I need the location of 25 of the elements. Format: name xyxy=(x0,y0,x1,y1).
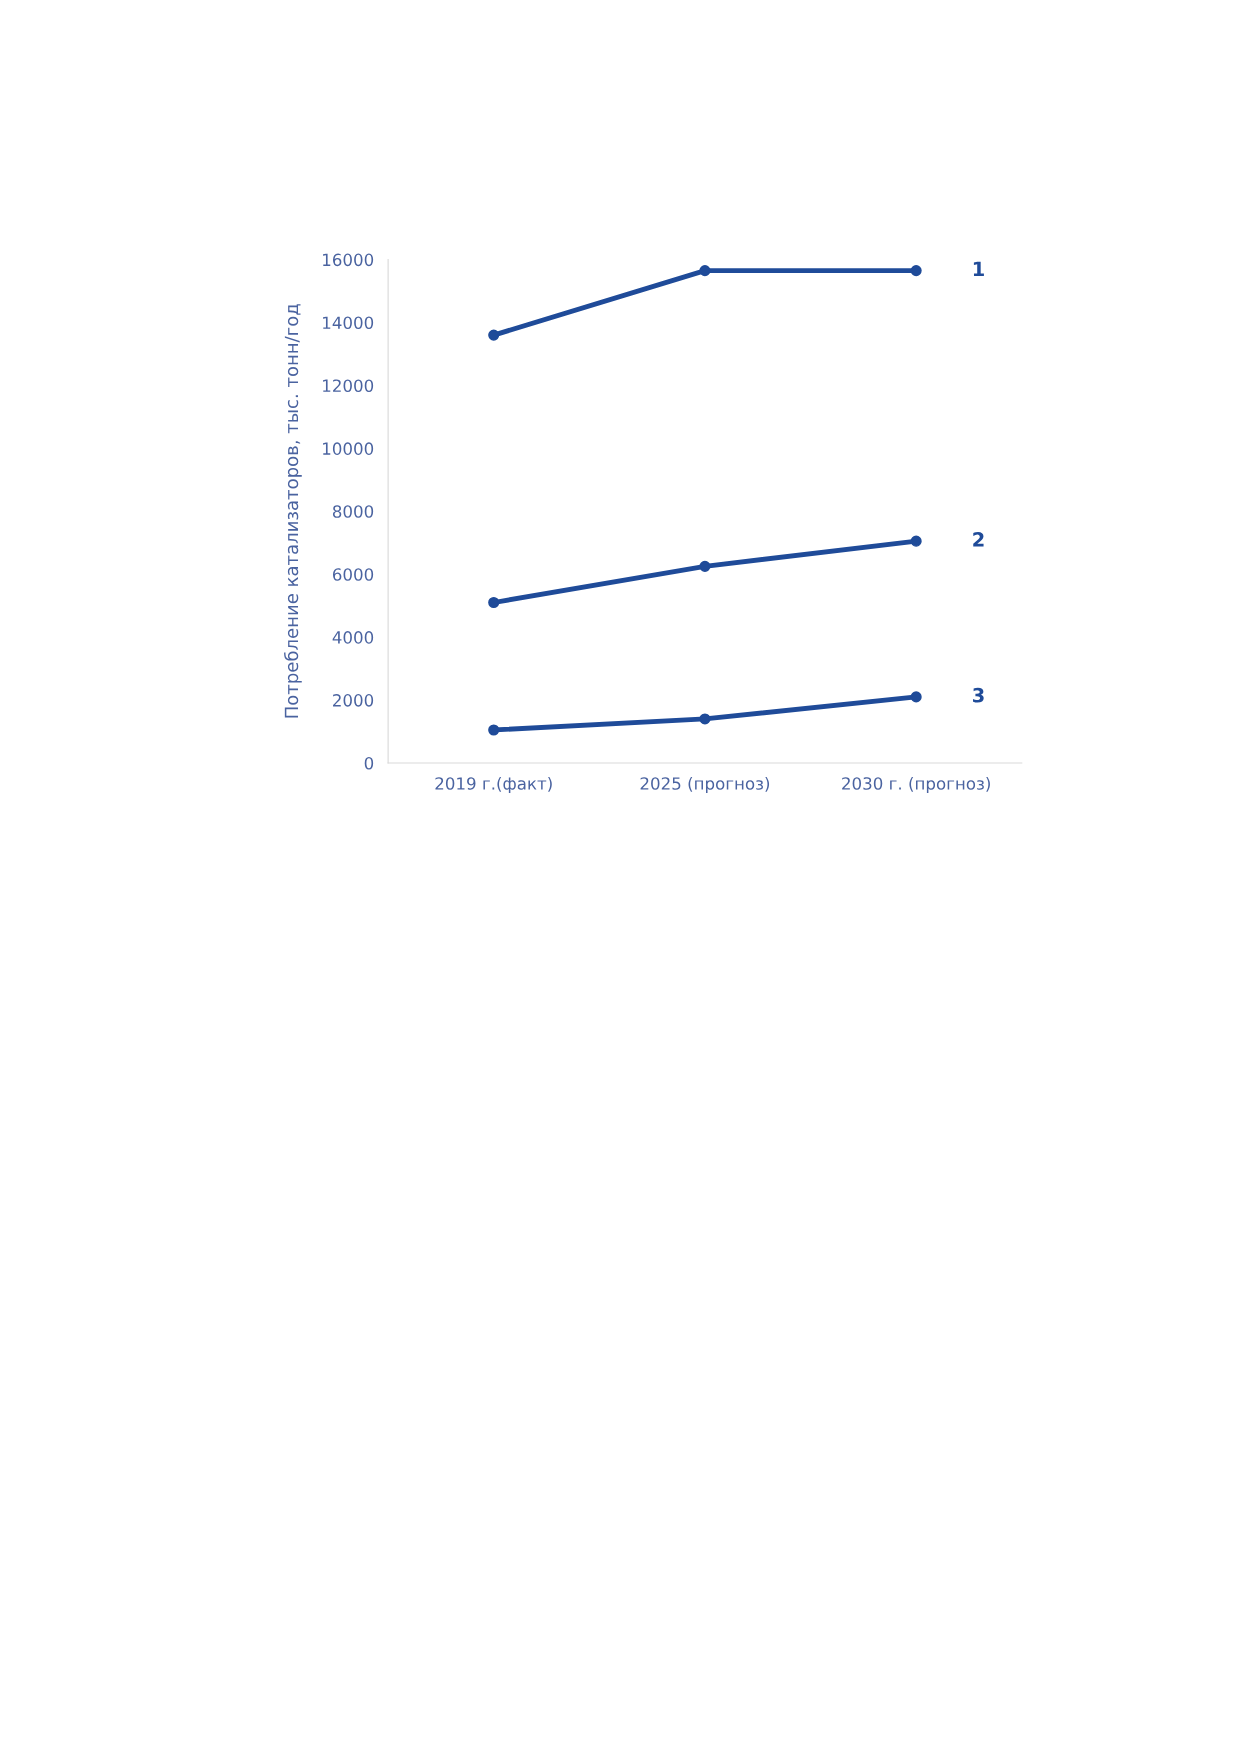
y-tick-label: 16000 xyxy=(323,253,374,267)
y-tick-label: 14000 xyxy=(323,316,374,330)
y-tick-label: 6000 xyxy=(332,568,374,581)
x-tick-label: 2030 г. (прогноз) xyxy=(842,776,990,794)
x-tick-label: 2019 г.(факт) xyxy=(435,776,552,794)
y-tick-label: 2000 xyxy=(333,694,374,707)
point xyxy=(699,560,711,572)
point xyxy=(488,596,500,609)
point xyxy=(488,329,500,341)
y-tick-label: 12000 xyxy=(323,379,374,393)
text: 3 xyxy=(973,687,984,703)
x-tick-label: 2025 (прогноз) xyxy=(640,776,770,794)
point xyxy=(910,265,922,277)
y-tick-label: 4000 xyxy=(332,631,374,644)
text: 2 xyxy=(973,532,984,547)
y-axis-title: Потребление катализаторов, тыс. тонн/год xyxy=(283,304,302,718)
point xyxy=(910,691,922,703)
text: 1 xyxy=(973,261,984,276)
y-tick-label: 0 xyxy=(364,756,374,770)
point xyxy=(699,713,711,725)
point xyxy=(488,724,500,736)
point xyxy=(699,265,711,277)
y-tick-label: 10000 xyxy=(323,442,374,455)
point xyxy=(910,535,922,547)
y-tick-label: 8000 xyxy=(332,505,374,518)
